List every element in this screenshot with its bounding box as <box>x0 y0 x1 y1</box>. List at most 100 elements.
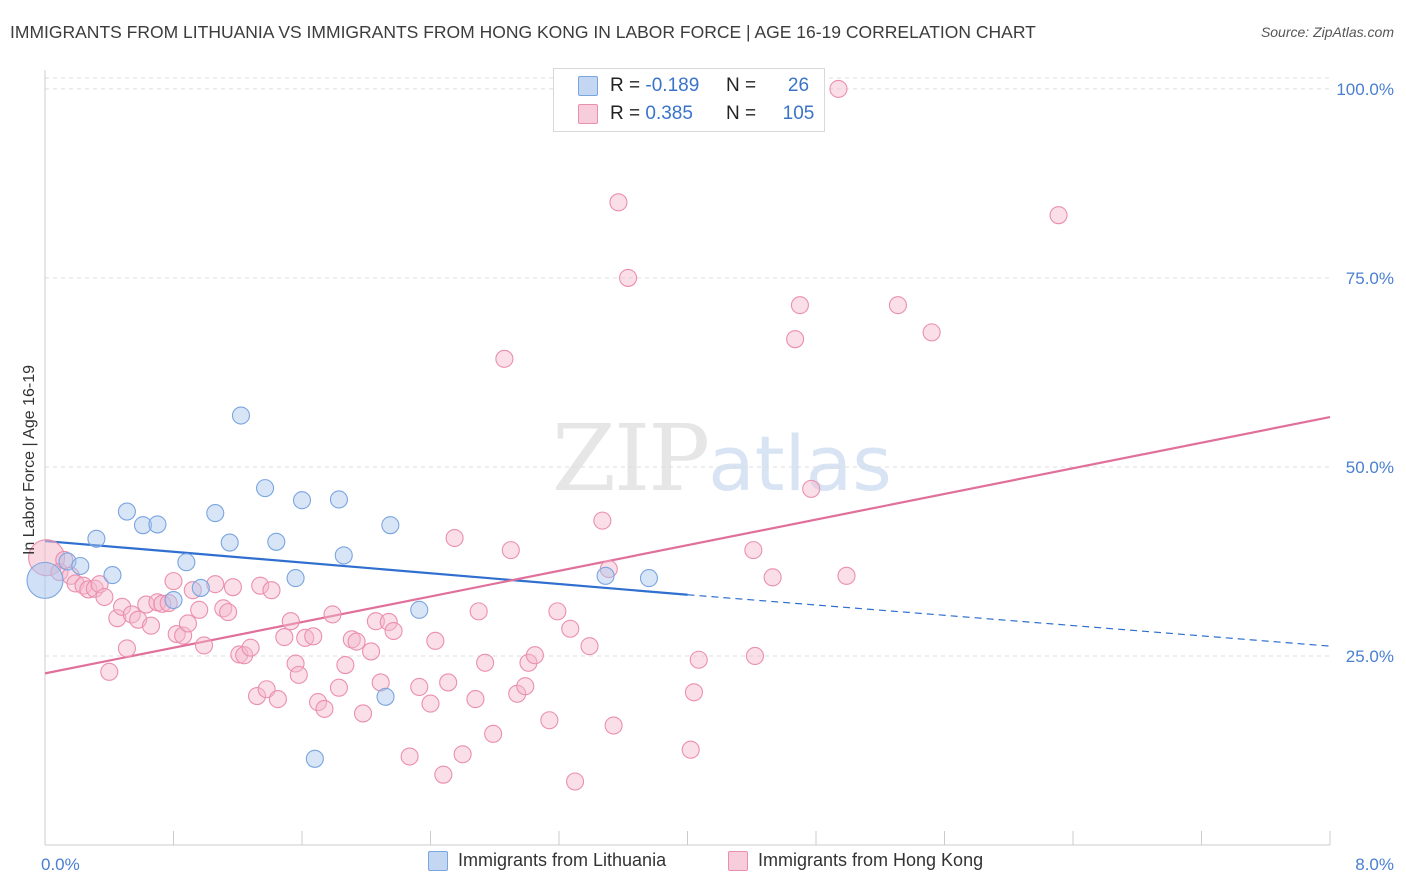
data-point-hong-kong <box>744 541 763 560</box>
data-point-lithuania <box>177 553 196 572</box>
data-point-hong-kong <box>304 627 323 646</box>
trend-lines <box>44 415 1331 675</box>
data-point-hong-kong <box>604 716 623 735</box>
data-point-hong-kong <box>362 642 381 661</box>
data-point-hong-kong <box>745 646 765 666</box>
data-point-lithuania <box>71 556 90 576</box>
data-point-hong-kong <box>476 653 495 672</box>
data-point-lithuania <box>87 529 106 548</box>
data-point-hong-kong <box>251 576 270 595</box>
data-point-hong-kong <box>167 624 186 644</box>
data-point-hong-kong <box>315 699 334 718</box>
data-point-hong-kong <box>159 593 178 613</box>
data-point-hong-kong <box>247 686 267 706</box>
data-point-hong-kong <box>336 655 355 675</box>
data-point-hong-kong <box>802 479 821 498</box>
data-point-lithuania <box>148 515 167 534</box>
data-point-hong-kong <box>153 594 172 613</box>
data-point-hong-kong <box>223 578 242 597</box>
data-point-hong-kong <box>445 528 464 548</box>
data-point-hong-kong <box>495 349 514 368</box>
data-point-hong-kong <box>540 711 559 730</box>
data-point-lithuania <box>220 533 239 552</box>
data-point-hong-kong <box>410 677 429 697</box>
legend-item-hong-kong[interactable]: Immigrants from Hong Kong <box>728 850 983 871</box>
data-point-hong-kong <box>113 597 132 616</box>
x-tick-label: 8.0% <box>1355 855 1394 874</box>
legend-label-hong-kong: Immigrants from Hong Kong <box>758 850 984 870</box>
source-credit: Source: ZipAtlas.com <box>1260 24 1394 40</box>
data-point-hong-kong <box>888 296 907 315</box>
data-point-hong-kong <box>141 616 161 635</box>
lithuania-points <box>26 406 659 768</box>
stats-swatch-lithuania <box>578 76 598 96</box>
data-point-hong-kong <box>516 677 535 696</box>
data-point-lithuania <box>117 502 136 521</box>
data-point-hong-kong <box>137 595 156 614</box>
data-point-hong-kong <box>763 568 782 587</box>
data-point-hong-kong <box>790 296 809 315</box>
data-point-hong-kong <box>453 745 472 764</box>
data-point-hong-kong <box>400 747 419 766</box>
data-point-hong-kong <box>548 602 567 621</box>
data-point-hong-kong <box>190 600 209 619</box>
stats-r-label: R = <box>610 103 641 124</box>
data-point-hong-kong <box>219 603 238 622</box>
data-point-lithuania <box>191 578 210 597</box>
data-point-lithuania <box>639 569 659 588</box>
data-point-hong-kong <box>1049 206 1068 225</box>
data-point-hong-kong <box>922 323 941 342</box>
data-point-hong-kong <box>366 612 385 631</box>
stats-n-value: 105 <box>782 103 815 124</box>
legend-item-lithuania[interactable]: Immigrants from Lithuania <box>428 850 666 871</box>
stats-swatch-hong-kong <box>578 104 598 124</box>
chart-title: IMMIGRANTS FROM LITHUANIA VS IMMIGRANTS … <box>10 22 1036 42</box>
y-axis-label: In Labor Force | Age 16-19 <box>21 365 38 555</box>
trend-line-lithuania-extension <box>687 594 1331 647</box>
data-point-hong-kong <box>55 550 74 570</box>
data-point-hong-kong <box>262 581 281 600</box>
data-point-hong-kong <box>466 690 485 709</box>
data-point-hong-kong <box>309 693 328 712</box>
data-point-hong-kong <box>286 654 305 673</box>
data-point-hong-kong <box>268 690 287 709</box>
data-point-hong-kong <box>206 575 225 594</box>
data-point-lithuania <box>206 504 225 523</box>
trend-line-hong-kong <box>44 415 1331 675</box>
data-point-lithuania <box>231 406 251 425</box>
y-tick-label: 75.0% <box>1346 269 1394 288</box>
data-point-hong-kong <box>439 673 458 692</box>
data-point-hong-kong <box>580 637 599 656</box>
data-point-lithuania <box>410 600 429 619</box>
data-point-hong-kong <box>689 650 708 669</box>
data-point-hong-kong <box>684 683 703 702</box>
data-point-lithuania <box>596 566 615 585</box>
data-point-lithuania <box>292 491 312 510</box>
data-point-hong-kong <box>164 572 183 591</box>
data-point-hong-kong <box>108 609 127 628</box>
data-point-lithuania <box>305 749 324 768</box>
data-point-hong-kong <box>100 662 119 681</box>
trend-line-lithuania <box>44 539 688 596</box>
legend-label-lithuania: Immigrants from Lithuania <box>458 850 667 870</box>
grid-lines <box>45 77 1330 657</box>
data-point-hong-kong <box>241 638 260 657</box>
data-point-hong-kong <box>329 678 348 697</box>
data-point-hong-kong <box>347 632 366 651</box>
zipatlas-watermark: ZIPatlas <box>552 405 892 512</box>
hong-kong-points <box>28 79 1068 791</box>
data-point-hong-kong <box>469 602 488 621</box>
data-point-lithuania <box>133 516 153 535</box>
data-point-hong-kong <box>275 628 294 647</box>
data-point-hong-kong <box>379 612 398 632</box>
data-point-hong-kong <box>829 79 848 98</box>
y-tick-label: 25.0% <box>1346 647 1394 666</box>
data-point-hong-kong <box>426 631 445 650</box>
data-point-hong-kong <box>235 646 254 665</box>
data-point-hong-kong <box>323 605 342 624</box>
x-tick-label: 0.0% <box>41 855 80 874</box>
data-point-hong-kong <box>593 511 612 530</box>
data-point-lithuania <box>329 490 348 509</box>
data-point-lithuania <box>26 561 64 599</box>
data-point-hong-kong <box>384 621 403 641</box>
